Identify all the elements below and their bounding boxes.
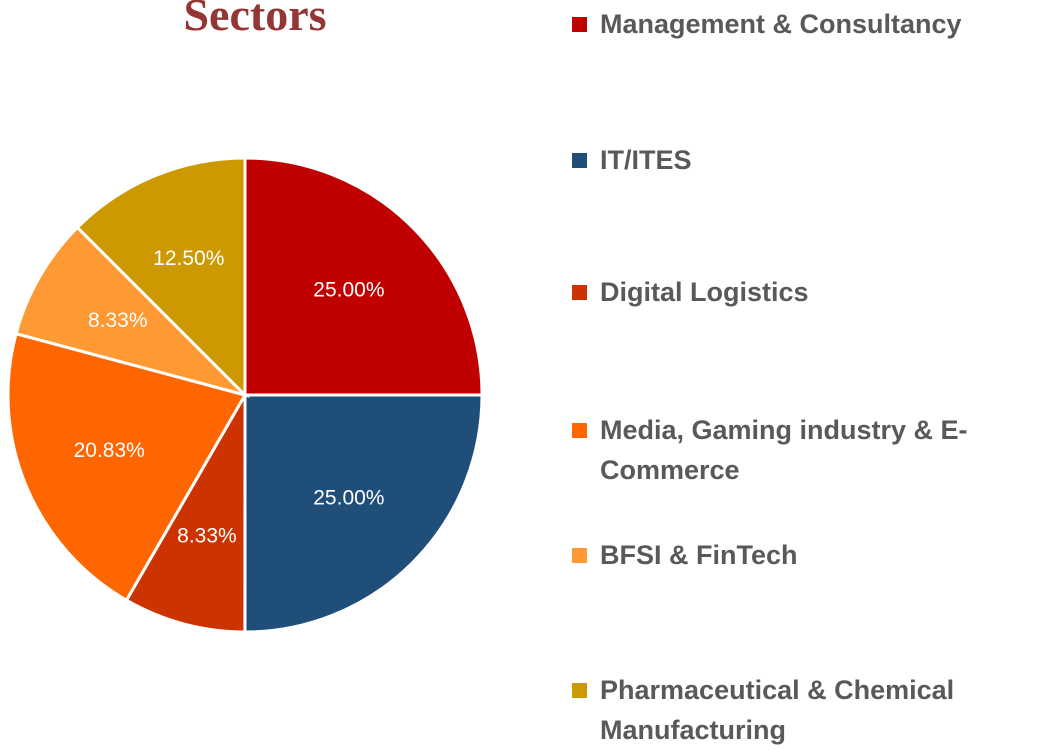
chart-title: Sectors: [183, 0, 326, 40]
legend-swatch: [572, 548, 587, 563]
legend-swatch: [572, 153, 587, 168]
legend-item: Management & Consultancy: [572, 4, 1042, 44]
value-label: 12.50%: [153, 247, 224, 270]
legend-label: Management & Consultancy: [600, 9, 962, 39]
legend-label: IT/ITES: [600, 145, 692, 175]
legend-item: Media, Gaming industry & E-Commerce: [572, 410, 1042, 490]
legend-label: Pharmaceutical & Chemical Manufacturing: [600, 675, 955, 745]
value-label: 20.83%: [74, 439, 145, 462]
pie-slice: [14, 225, 251, 398]
pie-slice: [6, 331, 248, 603]
legend-item: IT/ITES: [572, 140, 1042, 180]
pie-slice: [243, 393, 484, 634]
legend-item: Digital Logistics: [572, 272, 1042, 312]
legend-swatch: [572, 285, 587, 300]
legend-item: Pharmaceutical & Chemical Manufacturing: [572, 670, 1042, 750]
legend-swatch: [572, 17, 587, 32]
value-label: 8.33%: [177, 524, 237, 547]
value-label: 8.33%: [88, 309, 148, 332]
legend-swatch: [572, 683, 587, 698]
value-label: 25.00%: [313, 486, 384, 509]
legend-swatch: [572, 423, 587, 438]
pie-slice: [124, 389, 247, 634]
legend-item: BFSI & FinTech: [572, 535, 1042, 575]
pie-slice: [243, 156, 484, 397]
value-label: 25.00%: [313, 279, 384, 302]
pie-slice: [75, 156, 247, 399]
legend-label: BFSI & FinTech: [600, 540, 798, 570]
legend-label: Media, Gaming industry & E-Commerce: [600, 415, 968, 485]
legend-label: Digital Logistics: [600, 277, 809, 307]
